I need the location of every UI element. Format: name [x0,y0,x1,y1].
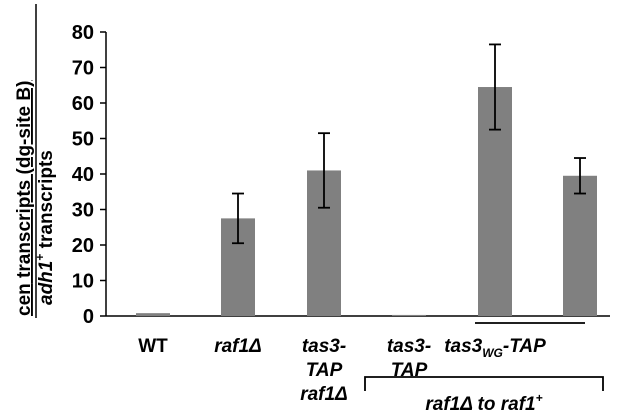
y-tick-label: 60 [72,93,94,115]
x-tick-label: tas3WG​-TAP [444,336,546,360]
bar [392,314,426,316]
y-tick-label: 10 [72,271,94,293]
x-tick-label: tas3- [302,336,346,357]
y-tick-label: 40 [72,164,94,186]
y-tick-label: 0 [83,306,94,328]
axes: 0 10 20 30 40 50 60 70 80 [72,22,610,328]
error-bar [318,132,330,209]
x-tick-label: TAP [306,360,343,381]
bars [136,87,597,317]
x-tick-label: WT [138,336,168,357]
bar [136,313,170,316]
error-bar [489,43,501,131]
x-tick-label: TAP [391,360,428,381]
y-tick-label: 20 [72,235,94,257]
x-tick-label: raf1Δ [214,336,262,357]
group-label: raf1Δ to raf1+ [425,391,542,415]
group-bracket [364,376,604,391]
x-tick-label: raf1Δ [300,384,348,405]
y-axis-label-denominator: adh1+ transcripts [33,150,57,305]
bar [563,175,597,316]
x-tick-labels: WT raf1Δ tas3- TAP raf1Δ tas3- TAP tas3WG​-TAP [138,336,546,405]
y-tick-label: 80 [72,22,94,44]
y-tick-label: 70 [72,58,94,80]
error-bar [232,192,244,245]
error-bar [574,157,586,195]
y-tick-label: 30 [72,200,94,222]
y-axis-label-numerator: cen transcripts (dg-site B) [14,81,35,316]
error-bars [232,43,586,245]
annotations: raf1Δ to raf1+ [364,322,604,415]
x-tick-label: tas3- [387,336,431,357]
y-tick-label: 50 [72,129,94,151]
y-axis-label: cen transcripts (dg-site B) adh1+ transc… [14,4,57,318]
